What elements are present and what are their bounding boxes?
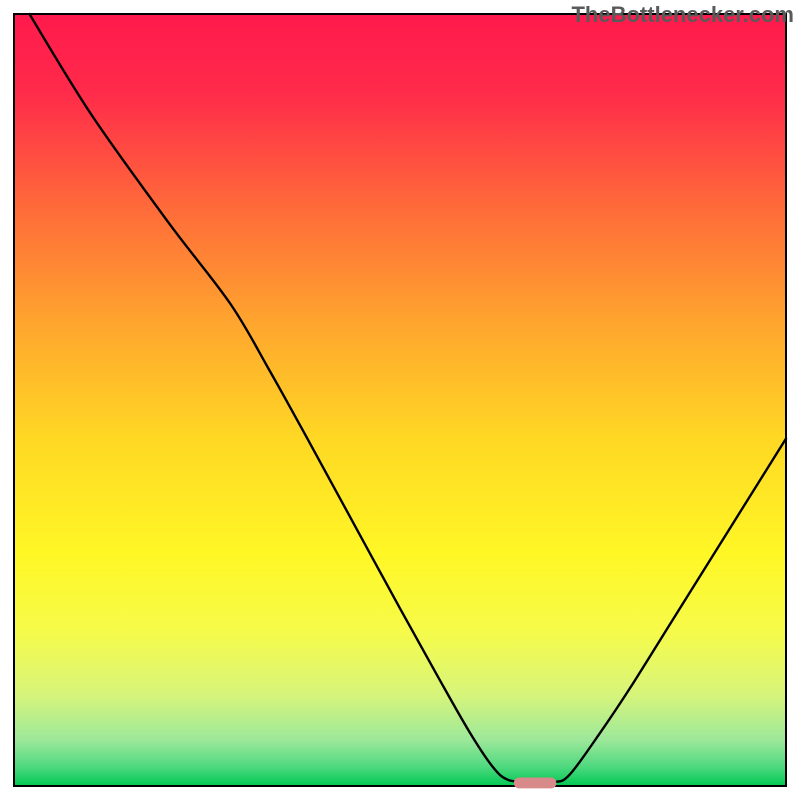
bottleneck-chart: TheBottlenecker.com: [0, 0, 800, 800]
watermark-text: TheBottlenecker.com: [571, 2, 794, 28]
chart-svg: [0, 0, 800, 800]
plot-background: [14, 14, 786, 786]
optimal-marker: [514, 778, 556, 789]
